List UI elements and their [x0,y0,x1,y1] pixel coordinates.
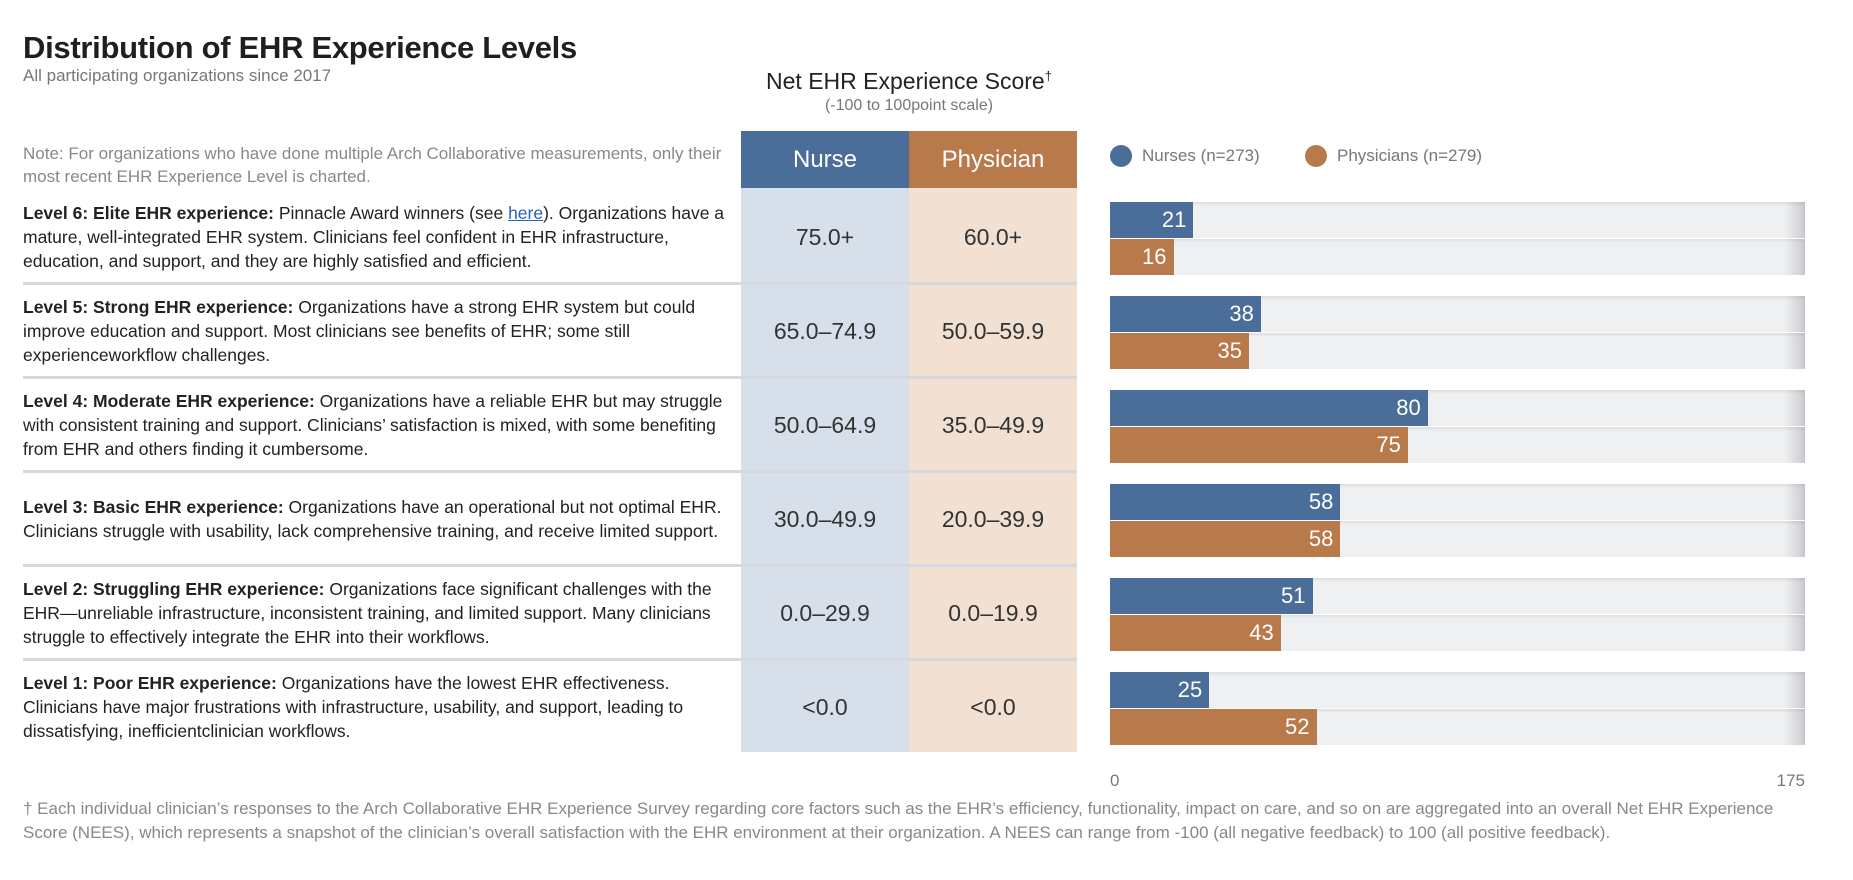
row-divider [23,376,1077,379]
level-label: Level 6: Elite EHR experience: [23,203,274,223]
physician-dot-icon [1305,145,1327,167]
page-title: Distribution of EHR Experience Levels [23,30,577,65]
bar-track: 16 [1110,239,1805,275]
level-row: Level 3: Basic EHR experience: Organizat… [23,472,1077,566]
nurse-bar: 21 [1110,202,1194,238]
nurse-bar: 25 [1110,672,1210,708]
subtitle: All participating organizations since 20… [23,66,332,85]
physician-range: 50.0–59.9 [941,317,1045,344]
physician-bar: 43 [1110,615,1281,651]
bar-value-label: 25 [1177,677,1203,702]
level-text: ). Organizations have a mature, well-int… [23,203,725,271]
bar-track: 38 [1110,296,1805,332]
nurse-dot-icon [1110,145,1132,167]
level-label: Level 5: Strong EHR experience: [23,297,294,317]
row-divider [23,470,1077,473]
bar-track: 75 [1110,427,1805,463]
nurse-bar: 38 [1110,296,1261,332]
bar-track: 25 [1110,672,1805,708]
footnote: † Each individual clinician’s responses … [23,799,1774,842]
level-label: Level 4: Moderate EHR experience: [23,391,315,411]
level-label: Level 2: Struggling EHR experience: [23,579,325,599]
bar-value-label: 16 [1142,244,1167,269]
level-label: Level 1: Poor EHR experience: [23,673,277,693]
physician-bar: 58 [1110,521,1341,557]
bar-value-label: 80 [1396,395,1421,420]
physician-range: 60.0+ [963,223,1023,250]
legend-physicians: Physicians (n=279) [1305,145,1482,167]
axis-tick-max: 175 [1776,771,1805,790]
level-description: Level 1: Poor EHR experience: Organizati… [23,660,738,754]
level-description: Level 3: Basic EHR experience: Organizat… [23,472,738,566]
physician-bar: 35 [1110,333,1249,369]
level-text: Pinnacle Award winners (see [273,203,509,223]
level-description: Level 4: Moderate EHR experience: Organi… [23,378,738,472]
bar-track: 58 [1110,484,1805,520]
physician-bar: 52 [1110,709,1317,745]
nurse-range: 50.0–64.9 [773,411,877,438]
row-divider [23,564,1077,567]
bar-track: 51 [1110,578,1805,614]
level-description: Level 2: Struggling EHR experience: Orga… [23,566,738,660]
level-row: Level 6: Elite EHR experience: Pinnacle … [23,190,1077,284]
level-row: Level 1: Poor EHR experience: Organizati… [23,660,1077,754]
legend-label: Nurses (n=273) [1142,146,1260,165]
bar-value-label: 58 [1308,489,1334,514]
physician-column-header: Physician [909,131,1077,188]
bar-track: 80 [1110,390,1805,426]
bar-value-label: 58 [1308,526,1334,551]
bar-value-label: 43 [1249,620,1274,645]
bar-track: 52 [1110,709,1805,745]
bar-track: 43 [1110,615,1805,651]
score-header-title: Net EHR Experience Score† [741,68,1077,95]
level-description: Level 5: Strong EHR experience: Organiza… [23,284,738,378]
here-link[interactable]: here [508,203,544,223]
level-text: Organizations have an operational but no… [23,497,722,541]
axis-tick-min: 0 [1110,771,1120,790]
bar-track: 21 [1110,202,1805,238]
row-divider [23,282,1077,285]
nurse-range: 30.0–49.9 [773,505,877,532]
note: Note: For organizations who have done mu… [23,144,722,186]
level-text: Organizations have the lowest EHR effect… [23,673,684,741]
nurse-range: 0.0–29.9 [780,599,870,626]
level-label: Level 3: Basic EHR experience: [23,497,284,517]
nurse-range: 65.0–74.9 [773,317,877,344]
bar-track: 35 [1110,333,1805,369]
legend-label: Physicians (n=279) [1337,146,1483,165]
bar-value-label: 52 [1285,714,1310,739]
bar-value-label: 75 [1376,432,1401,457]
level-text: Organizations have a strong EHR system b… [23,297,696,365]
bar-track: 58 [1110,521,1805,557]
nurse-range: <0.0 [802,693,848,720]
legend-nurses: Nurses (n=273) [1110,145,1260,167]
bar-value-label: 38 [1229,301,1254,326]
nurse-bar: 51 [1110,578,1313,614]
physician-range: 0.0–19.9 [948,599,1038,626]
nurse-bar: 80 [1110,390,1428,426]
physician-bar: 16 [1110,239,1174,275]
nurse-range: 75.0+ [795,223,855,250]
dagger-mark: † [1044,68,1052,84]
physician-range: 35.0–49.9 [941,411,1045,438]
nurse-bar: 58 [1110,484,1341,520]
level-row: Level 4: Moderate EHR experience: Organi… [23,378,1077,472]
level-text: Organizations face significant challenge… [23,579,712,647]
level-description: Level 6: Elite EHR experience: Pinnacle … [23,190,738,284]
level-row: Level 5: Strong EHR experience: Organiza… [23,284,1077,378]
level-text: Organizations have a reliable EHR but ma… [23,391,723,459]
physician-range: <0.0 [970,693,1016,720]
physician-bar: 75 [1110,427,1408,463]
level-row: Level 2: Struggling EHR experience: Orga… [23,566,1077,660]
row-divider [23,658,1077,661]
score-scale: (-100 to 100point scale) [824,97,994,114]
bar-value-label: 51 [1281,583,1306,608]
physician-range: 20.0–39.9 [941,505,1045,532]
score-title-text: Net EHR Experience Score [766,68,1045,94]
bar-value-label: 35 [1217,338,1242,363]
bar-value-label: 21 [1161,207,1187,232]
nurse-column-header: Nurse [741,131,909,188]
